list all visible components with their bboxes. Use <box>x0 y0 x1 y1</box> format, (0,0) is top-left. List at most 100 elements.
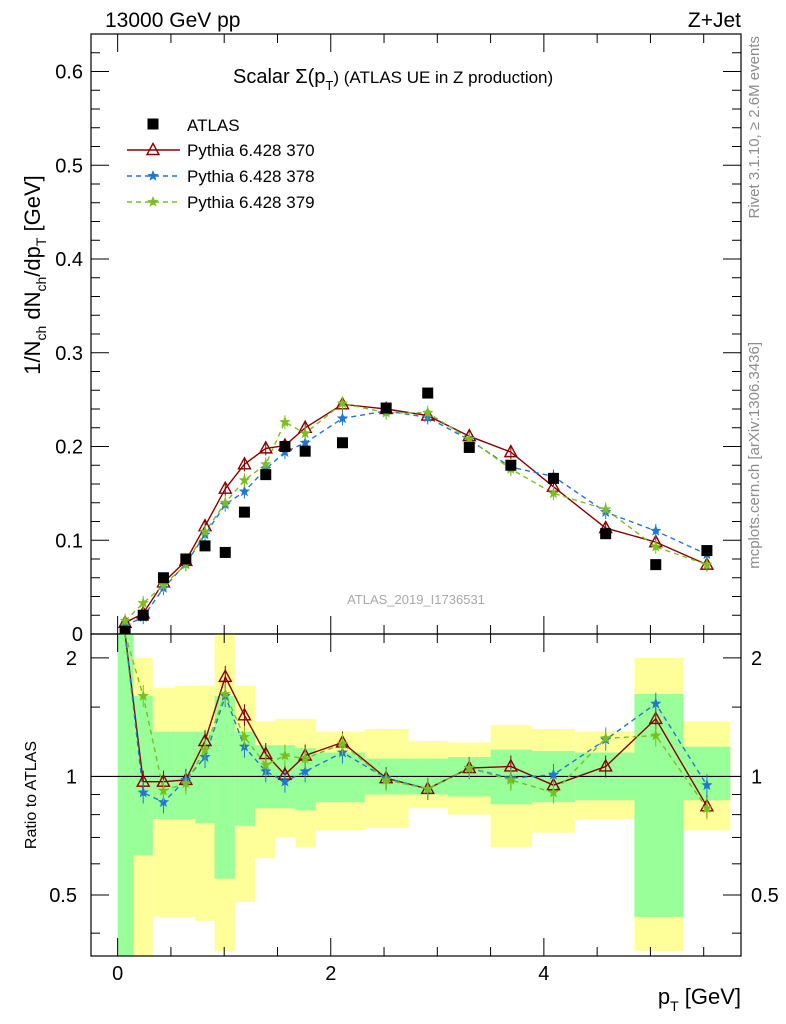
data-point <box>463 441 475 453</box>
ratio-y-axis-label: Ratio to ATLAS <box>23 741 40 849</box>
y-tick-label: 0.4 <box>55 249 83 271</box>
ratio-frame <box>90 633 742 957</box>
series-point <box>157 579 170 591</box>
series-point <box>547 487 560 499</box>
chart-title-tail: ) (ATLAS UE in Z production) <box>333 68 553 87</box>
ratio-point <box>137 786 149 798</box>
legend-marker <box>147 195 159 207</box>
series-line <box>124 403 708 624</box>
data-point <box>336 437 348 449</box>
ratio-tick-label-right: 1 <box>751 766 762 788</box>
ratio-point <box>505 773 517 785</box>
ratio-tick-label-left: 1 <box>66 766 77 788</box>
ratio-tick-label-right: 0.5 <box>751 885 779 907</box>
x-tick-label: 4 <box>538 963 549 985</box>
main-panel: 0 0.1 0.2 0.3 0.4 0.5 0.6 Scalar Σ(pT) (ATLAS … <box>20 33 742 646</box>
series-point <box>649 540 662 552</box>
ratio-point <box>701 802 713 814</box>
stat-uncertainty-band <box>195 731 215 824</box>
x-axis-ticks: 0 2 4 <box>112 34 705 985</box>
legend-marker-data <box>147 118 159 130</box>
ratio-tick-label-left: 2 <box>66 648 77 670</box>
ratio-point <box>649 697 662 709</box>
series-point <box>421 406 434 418</box>
x-axis-label: pT [GeV] <box>658 984 741 1014</box>
stat-uncertainty-band <box>315 752 365 803</box>
series-point <box>119 614 131 626</box>
ratio-point <box>599 732 612 744</box>
x-tick-label: 2 <box>325 963 336 985</box>
y-tick-label: 0.3 <box>55 343 83 365</box>
legend-label: Pythia 6.428 379 <box>187 193 315 212</box>
ratio-point <box>701 779 713 791</box>
stat-uncertainty-band <box>214 696 235 879</box>
ratio-point <box>649 729 662 741</box>
mcplots-label: mcplots.cern.ch [arXiv:1306.3436] <box>746 342 763 569</box>
series-point <box>238 485 251 497</box>
y-tick-label: 0.2 <box>55 437 83 459</box>
series-point <box>238 474 251 486</box>
series-point <box>137 597 149 608</box>
stat-uncertainty-band <box>295 748 316 811</box>
ratio-point <box>157 784 170 796</box>
series-point <box>463 432 476 444</box>
ratio-point <box>380 773 392 785</box>
ratio-point <box>137 690 149 701</box>
legend-marker <box>145 142 161 156</box>
legend-label: Pythia 6.428 378 <box>187 167 315 186</box>
series-point <box>701 558 713 570</box>
data-point <box>238 506 250 518</box>
ratio-point <box>279 775 291 787</box>
y-tick-label: 0.6 <box>55 62 83 84</box>
series-point <box>299 436 311 448</box>
ratio-point <box>279 749 291 761</box>
ratio-point <box>299 752 311 764</box>
data-point <box>219 546 231 558</box>
ratio-tick-label-left: 0.5 <box>49 885 77 907</box>
ratio-point <box>259 758 272 770</box>
ratio-series-marks <box>136 665 715 820</box>
ratio-point <box>237 707 252 721</box>
data-point <box>157 572 169 584</box>
ratio-point <box>547 768 560 780</box>
y-tick-label: 0 <box>72 624 83 646</box>
data-point <box>260 469 272 481</box>
data-point <box>600 528 612 540</box>
ratio-point <box>219 687 232 699</box>
series-point <box>199 525 211 537</box>
legend: ATLAS Pythia 6.428 370 Pythia 6.428 378 Pyt… <box>127 116 315 212</box>
rivet-version-label: Rivet 3.1.10, ≥ 2.6M events <box>746 36 763 219</box>
chart-title: Scalar Σ(pT) (ATLAS UE in Z production) <box>233 66 553 93</box>
data-point <box>119 625 131 637</box>
final-state-label: Z+Jet <box>688 9 741 32</box>
ratio-point <box>463 762 476 774</box>
legend-marker <box>147 169 159 181</box>
ratio-axis-ticks: 0.5 0.5 1 1 2 2 <box>49 648 779 934</box>
process-label: 13000 GeV pp <box>105 9 240 32</box>
ratio-point <box>299 765 311 777</box>
data-point <box>701 545 713 557</box>
data-point <box>650 559 662 571</box>
series-point <box>336 397 349 409</box>
legend-label-data: ATLAS <box>187 116 240 135</box>
series-point <box>599 503 612 515</box>
x-tick-label: 0 <box>112 963 123 985</box>
watermark: ATLAS_2019_I1736531 <box>347 592 485 607</box>
series-point <box>503 444 519 458</box>
y-axis-label: 1/Nch dNch/dpT [GeV] <box>20 175 49 375</box>
chart-title-subscript: T <box>325 78 333 93</box>
ratio-point <box>547 786 560 798</box>
y-tick-label: 0.1 <box>55 530 83 552</box>
ratio-uncertainty-bands <box>117 634 731 956</box>
ratio-point <box>199 743 211 755</box>
stat-uncertainty-band <box>634 693 684 917</box>
series-point <box>237 456 252 470</box>
y-tick-label: 0.5 <box>55 155 83 177</box>
data-point <box>422 387 434 399</box>
series-point <box>299 427 311 439</box>
series-point <box>336 412 349 424</box>
data-point <box>279 441 291 452</box>
data-point <box>199 540 211 552</box>
series-point <box>279 416 291 428</box>
